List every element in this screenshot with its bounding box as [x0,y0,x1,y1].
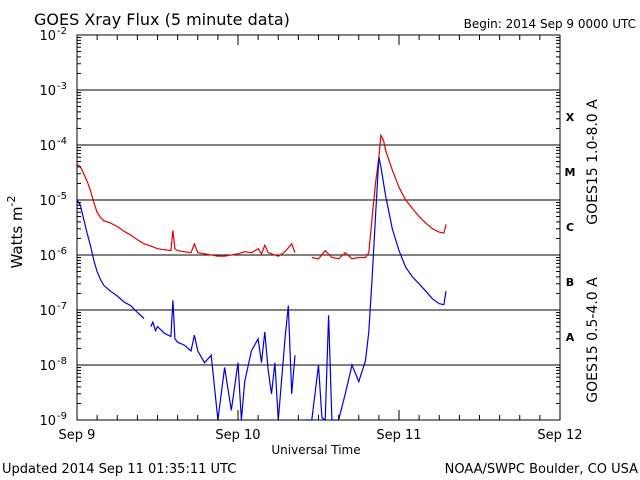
legend-goes15-short: GOES15 0.5-4.0 A [585,277,601,403]
y-tick-base: 10 [39,29,56,44]
y-tick-label: 10 [39,84,56,99]
series-line-long [311,133,447,260]
flare-class-labels: X M C B A [565,111,576,344]
data-series [76,133,447,422]
x-tick-label: Sep 10 [215,428,260,443]
chart-title: GOES Xray Flux (5 minute data) [34,10,290,29]
y-tick-label: 10 [39,249,56,264]
y-tick-base: 10 [39,194,56,209]
x-tick-label: Sep 12 [537,428,582,443]
y-tick-exponent: -3 [57,81,67,92]
y-axis-label-text: Watts m [8,206,26,268]
y-tick-exponent: -9 [57,411,67,422]
y-tick-label: 10 [39,414,56,429]
y-tick-labels: 10-210-310-410-510-610-710-810-9 [39,26,67,429]
y-axis-label-exponent: -2 [5,196,18,207]
flare-class-C: C [566,221,574,234]
series-line-short [150,300,296,421]
y-axis-label: Watts m-2 [5,196,26,269]
series-line-short [76,199,145,319]
series-line-long [76,163,296,257]
y-tick-base: 10 [39,359,56,374]
y-tick-label: 10 [39,359,56,374]
y-tick-exponent: -8 [57,356,67,367]
flare-class-X: X [566,111,575,124]
y-tick-base: 10 [39,139,56,154]
x-tick-label: Sep 11 [376,428,421,443]
y-tick-exponent: -6 [57,246,67,257]
legend-goes15-long: GOES15 1.0-8.0 A [585,99,601,225]
x-tick-labels: Sep 9 Sep 10 Sep 11 Sep 12 [59,428,583,443]
y-tick-base: 10 [39,249,56,264]
y-tick-label: 10 [39,29,56,44]
x-axis-label: Universal Time [271,443,360,457]
axis-ticks [76,34,561,421]
flare-class-M: M [565,166,576,179]
flare-class-B: B [566,276,574,289]
credit-text: NOAA/SWPC Boulder, CO USA [445,462,638,477]
begin-time: Begin: 2014 Sep 9 0000 UTC [464,17,636,31]
plot-area [76,34,561,421]
y-tick-exponent: -7 [57,301,67,312]
y-tick-label: 10 [39,139,56,154]
y-tick-base: 10 [39,304,56,319]
y-tick-exponent: -4 [57,136,67,147]
y-tick-base: 10 [39,414,56,429]
flare-class-A: A [566,331,575,344]
grid-lines [77,89,560,366]
plot-border [76,34,561,421]
y-tick-label: 10 [39,194,56,209]
y-tick-label: 10 [39,304,56,319]
y-tick-exponent: -2 [57,26,67,37]
series-line-short [305,157,447,422]
y-tick-base: 10 [39,84,56,99]
y-tick-exponent: -5 [57,191,67,202]
updated-timestamp: Updated 2014 Sep 11 01:35:11 UTC [2,462,236,477]
x-tick-label: Sep 9 [59,428,96,443]
